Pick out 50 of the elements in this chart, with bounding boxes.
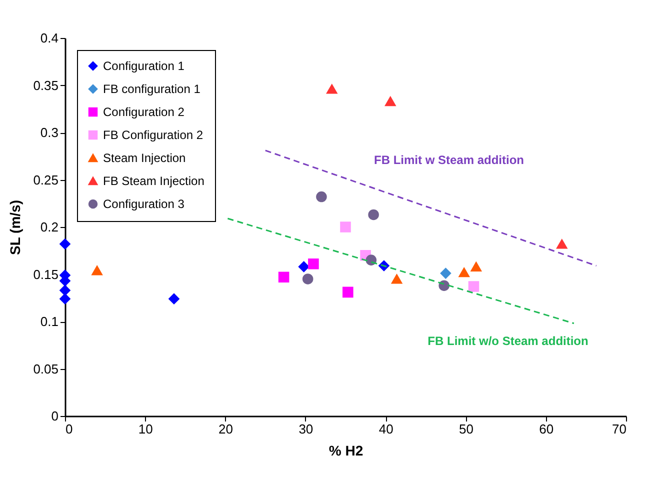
y-tick-label: 0.35 <box>33 78 58 93</box>
point <box>556 239 568 249</box>
point <box>470 262 482 272</box>
point <box>302 274 314 284</box>
y-tick-label: 0.1 <box>40 314 58 329</box>
legend-label: FB Steam Injection <box>103 174 204 188</box>
x-axis-title: % H2 <box>328 442 364 458</box>
annotation: FB Limit w/o Steam addition <box>428 334 588 348</box>
x-tick-label: 40 <box>378 422 394 436</box>
x-tick-label: 0 <box>66 422 73 436</box>
legend-label: FB configuration 1 <box>103 82 201 96</box>
x-tick-label: 10 <box>138 422 153 436</box>
point <box>60 293 70 304</box>
point <box>316 191 327 202</box>
legend-label: Configuration 3 <box>103 197 185 211</box>
point <box>366 254 377 266</box>
point <box>278 272 290 282</box>
x-tick-label: 70 <box>612 422 626 436</box>
y-tick-label: 0 <box>51 408 58 424</box>
y-tick-label: 0.2 <box>40 220 58 234</box>
y-tick-label: 0.3 <box>40 125 58 140</box>
point <box>92 266 102 276</box>
point <box>384 96 396 106</box>
y-tick-label: 0.4 <box>40 30 58 46</box>
point <box>308 258 319 270</box>
point <box>458 268 470 278</box>
point <box>468 281 480 292</box>
y-tick-label: 0.25 <box>33 172 58 188</box>
x-tick-label: 60 <box>539 422 554 436</box>
y-tick-label: 0.05 <box>33 361 58 376</box>
legend-label: Configuration 2 <box>103 105 185 119</box>
x-tick-label: 30 <box>298 422 314 436</box>
point <box>342 286 354 298</box>
y-tick-label: 0.15 <box>33 266 58 282</box>
point <box>298 261 310 272</box>
y-axis-title: SL (m/s) <box>7 200 24 255</box>
annotation: FB Limit w Steam addition <box>374 153 524 167</box>
legend-label: Configuration 1 <box>103 59 185 73</box>
legend-label: FB Configuration 2 <box>103 128 204 142</box>
point <box>168 293 180 304</box>
point <box>391 274 402 284</box>
point <box>440 268 452 279</box>
point <box>326 84 338 94</box>
x-tick-label: 50 <box>458 422 474 436</box>
x-tick-label: 20 <box>218 422 234 436</box>
point <box>368 209 379 220</box>
point <box>60 238 70 250</box>
point <box>60 284 70 296</box>
legend-label: Steam Injection <box>103 151 186 165</box>
point <box>340 222 351 232</box>
